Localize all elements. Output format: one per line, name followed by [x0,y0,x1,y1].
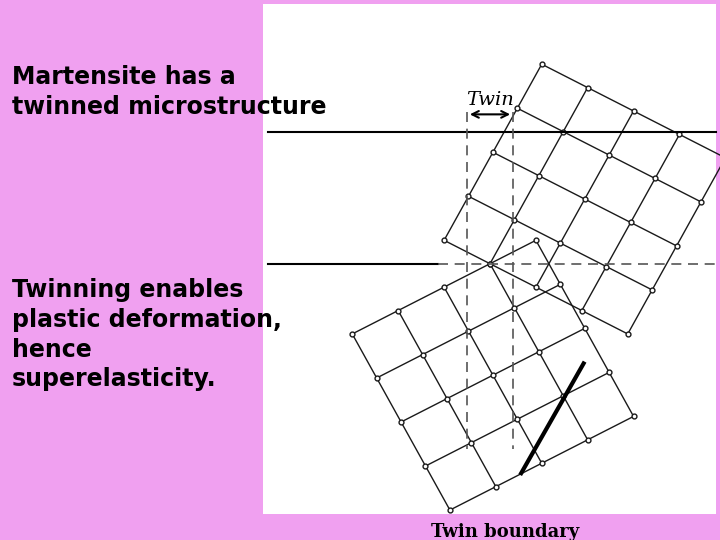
Text: Martensite has a
twinned microstructure: Martensite has a twinned microstructure [12,65,326,119]
Text: Twin: Twin [466,91,514,110]
Text: Twinning enables
plastic deformation,
hence
superelasticity.: Twinning enables plastic deformation, he… [12,278,282,391]
Text: Twin boundary: Twin boundary [431,523,580,540]
Bar [263,4,716,514]
